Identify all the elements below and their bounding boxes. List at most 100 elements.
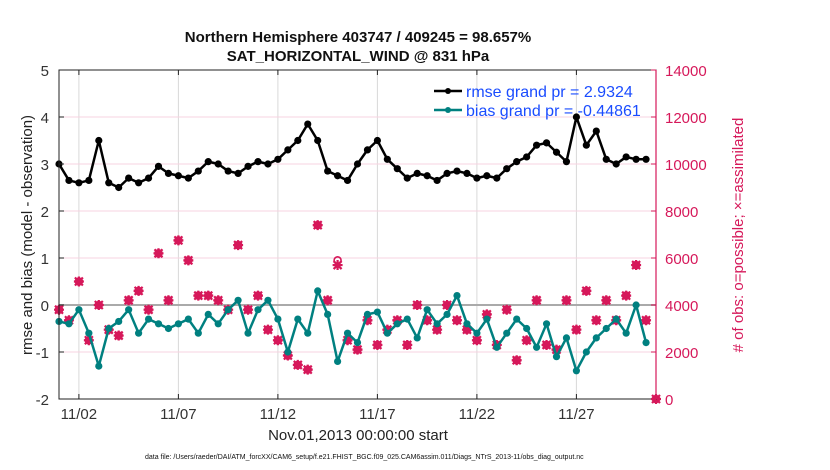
rmse-point: [264, 160, 272, 168]
y-right-tick-label: 12000: [665, 110, 707, 127]
bias-point: [373, 308, 381, 316]
rmse-point: [523, 153, 531, 161]
rmse-point: [125, 174, 133, 182]
bias-point: [65, 320, 73, 328]
bias-point: [443, 310, 451, 318]
x-tick-label: 11/22: [459, 406, 495, 423]
rmse-point: [214, 160, 222, 168]
assimilated-obs-point: [352, 344, 363, 355]
legend-bias-marker: [445, 107, 451, 113]
rmse-point: [85, 176, 93, 185]
bias-point: [513, 315, 521, 323]
bias-point: [85, 329, 93, 337]
bias-point: [453, 292, 461, 300]
assimilated-obs-point: [183, 255, 194, 266]
assimilated-obs-point: [312, 220, 323, 231]
assimilated-obs-point: [471, 335, 482, 346]
bias-point: [224, 306, 232, 314]
assimilated-obs-point: [93, 300, 104, 310]
bias-point: [642, 339, 650, 347]
bias-point: [363, 310, 372, 318]
rmse-point: [224, 167, 232, 175]
rmse-point: [612, 160, 620, 168]
assimilated-obs-point: [571, 324, 582, 335]
x-tick-label: 11/17: [359, 406, 395, 423]
rmse-point: [632, 155, 640, 163]
rmse-point: [314, 136, 322, 145]
rmse-point: [542, 139, 551, 147]
assimilated-obs-point: [243, 304, 254, 315]
bias-point: [533, 343, 541, 351]
rmse-point: [592, 127, 600, 135]
bias-point: [592, 334, 600, 342]
bias-point: [413, 334, 421, 342]
bias-point: [552, 353, 561, 361]
rmse-point: [343, 176, 352, 185]
bias-point: [254, 306, 262, 314]
y-right-tick-label: 14000: [665, 63, 707, 80]
bias-point: [562, 334, 571, 342]
assimilated-obs-point: [163, 295, 174, 306]
assimilated-obs-point: [233, 240, 244, 251]
y-right-tick-label: 0: [665, 392, 673, 409]
y-left-tick-label: 5: [41, 63, 49, 80]
bias-point: [403, 315, 411, 323]
rmse-point: [503, 165, 511, 173]
assimilated-obs-point: [452, 315, 462, 326]
bias-point: [274, 315, 282, 323]
y-left-tick-label: -1: [36, 345, 49, 362]
bias-point: [602, 324, 610, 333]
assimilated-obs-point: [581, 285, 592, 296]
rmse-point: [562, 158, 571, 166]
axis-ticks: 11/02 11/07 11/12 11/17 11/22 11/27 0 2000 4000 6…: [36, 63, 707, 423]
assimilated-obs-point: [372, 339, 383, 350]
y-left-tick-label: 2: [41, 204, 49, 221]
rmse-point: [194, 167, 202, 175]
y-left-tick-label: 1: [41, 251, 49, 268]
rmse-point: [164, 169, 173, 177]
assimilated-obs-point: [461, 324, 472, 335]
rmse-point: [443, 169, 451, 177]
bias-point: [423, 306, 431, 314]
assimilated-obs-point: [193, 290, 204, 301]
rmse-point: [363, 146, 372, 154]
assimilated-obs-point: [501, 304, 512, 315]
assimilated-obs-point: [113, 330, 124, 341]
assimilated-obs-point: [173, 235, 184, 246]
bias-point: [294, 315, 302, 323]
assimilated-obs-point: [621, 290, 632, 301]
rmse-point: [642, 155, 650, 163]
bias-point: [125, 306, 133, 314]
bias-point: [244, 329, 252, 337]
bias-point: [234, 296, 242, 304]
bias-point: [135, 329, 143, 337]
rmse-point: [463, 169, 471, 177]
assimilated-obs-point: [561, 295, 572, 306]
bias-point: [632, 301, 640, 309]
rmse-point: [602, 155, 610, 163]
bias-point: [622, 329, 630, 337]
x-tick-label: 11/02: [61, 406, 97, 423]
bias-point: [353, 339, 362, 347]
bias-point: [334, 357, 342, 365]
assimilated-obs-point: [432, 324, 443, 335]
bias-point: [433, 320, 441, 328]
rmse-point: [95, 136, 103, 145]
chart-title-line-2: SAT_HORIZONTAL_WIND @ 831 hPa: [227, 48, 490, 65]
assimilated-obs-point: [641, 315, 652, 326]
rmse-point: [184, 174, 192, 182]
rmse-point: [284, 146, 292, 154]
bias-point: [523, 324, 531, 333]
assimilated-obs-point: [203, 290, 214, 301]
rmse-point: [75, 179, 83, 187]
rmse-point: [403, 174, 411, 182]
assimilated-obs-point: [601, 295, 612, 306]
assimilated-obs-point: [133, 285, 144, 296]
bias-point: [483, 315, 491, 323]
legend: rmse grand pr = 2.9324 bias grand pr = -…: [434, 84, 641, 120]
x-tick-label: 11/27: [558, 406, 594, 423]
y-axis-label-left: rmse and bias (model - observation): [19, 115, 36, 355]
bias-point: [264, 296, 272, 304]
assimilated-obs-point: [143, 304, 154, 315]
